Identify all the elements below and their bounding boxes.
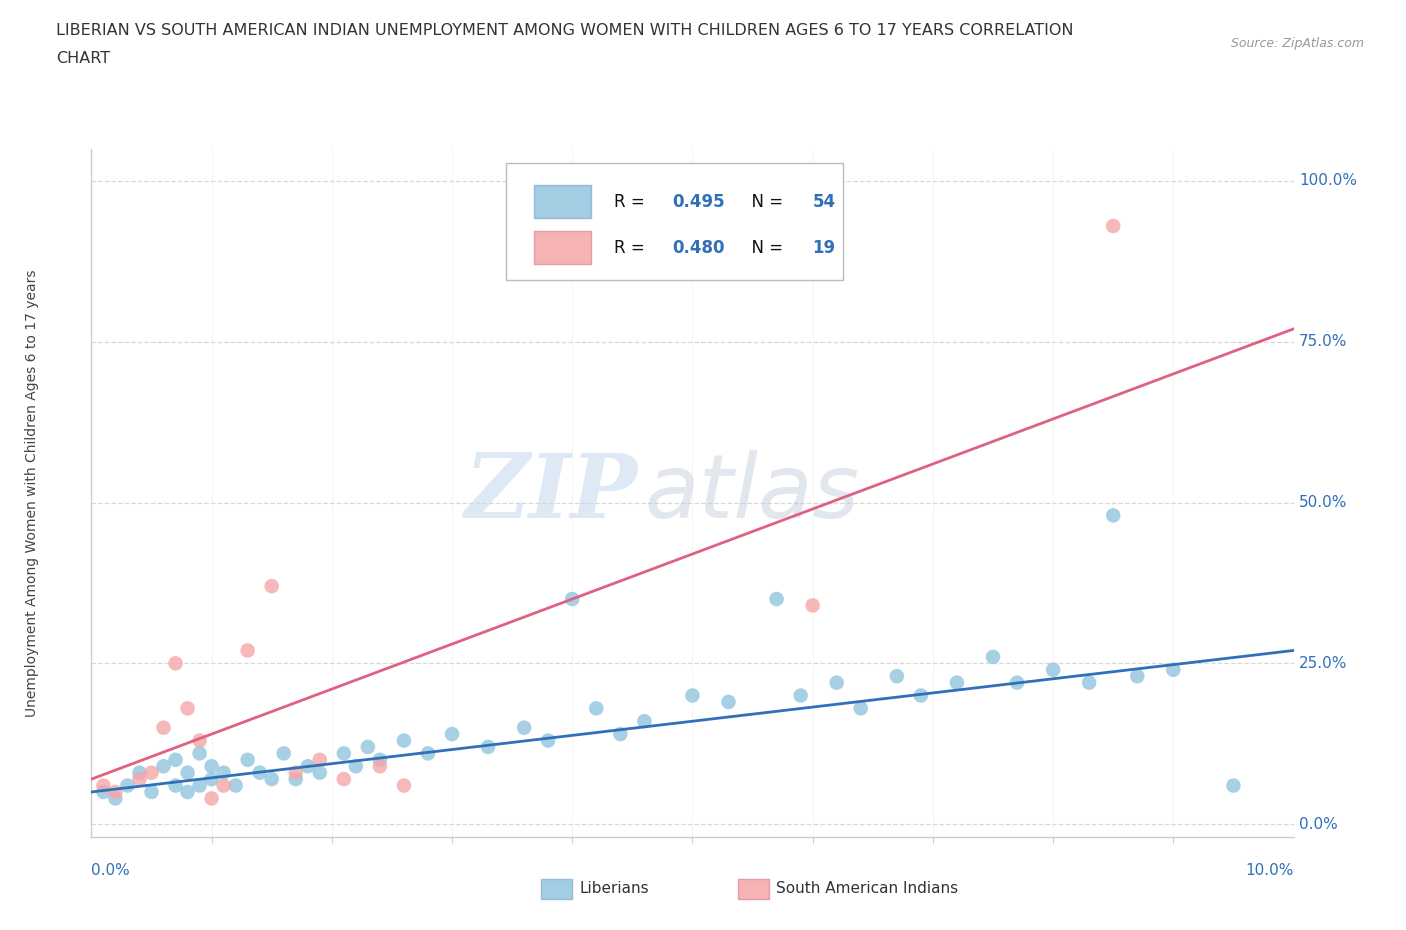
- Point: [765, 591, 787, 606]
- Point: [188, 733, 211, 748]
- Point: [260, 578, 283, 593]
- Point: [176, 765, 198, 780]
- Point: [165, 656, 187, 671]
- Text: 54: 54: [813, 193, 835, 211]
- Text: Unemployment Among Women with Children Ages 6 to 17 years: Unemployment Among Women with Children A…: [25, 269, 39, 717]
- Point: [357, 739, 380, 754]
- Point: [886, 669, 908, 684]
- Point: [176, 701, 198, 716]
- Point: [104, 785, 127, 800]
- Point: [825, 675, 848, 690]
- Point: [152, 720, 174, 735]
- Point: [284, 772, 307, 787]
- Point: [392, 733, 415, 748]
- FancyBboxPatch shape: [506, 163, 842, 280]
- Point: [128, 765, 150, 780]
- Point: [910, 688, 932, 703]
- Point: [1102, 508, 1125, 523]
- Text: Source: ZipAtlas.com: Source: ZipAtlas.com: [1230, 37, 1364, 50]
- Point: [201, 759, 224, 774]
- Point: [308, 765, 330, 780]
- Text: ZIP: ZIP: [465, 449, 638, 537]
- FancyBboxPatch shape: [534, 232, 592, 264]
- Point: [392, 778, 415, 793]
- Point: [344, 759, 367, 774]
- Point: [333, 772, 356, 787]
- Point: [165, 778, 187, 793]
- Point: [1126, 669, 1149, 684]
- Point: [561, 591, 583, 606]
- Point: [946, 675, 969, 690]
- Point: [308, 752, 330, 767]
- Text: N =: N =: [741, 193, 787, 211]
- Point: [225, 778, 247, 793]
- Point: [1042, 662, 1064, 677]
- Point: [633, 714, 655, 729]
- Point: [152, 759, 174, 774]
- Point: [93, 785, 115, 800]
- Text: 0.0%: 0.0%: [91, 863, 131, 878]
- Point: [1222, 778, 1244, 793]
- Point: [128, 772, 150, 787]
- Point: [440, 726, 463, 741]
- Point: [260, 772, 283, 787]
- Point: [585, 701, 607, 716]
- Point: [104, 791, 127, 806]
- Point: [188, 778, 211, 793]
- Point: [1078, 675, 1101, 690]
- Point: [117, 778, 139, 793]
- Point: [212, 778, 235, 793]
- Point: [981, 649, 1004, 664]
- Point: [273, 746, 295, 761]
- Point: [789, 688, 811, 703]
- Text: R =: R =: [614, 193, 651, 211]
- Text: 0.495: 0.495: [672, 193, 724, 211]
- Point: [212, 765, 235, 780]
- Text: CHART: CHART: [56, 51, 110, 66]
- Point: [201, 791, 224, 806]
- Point: [801, 598, 824, 613]
- Text: LIBERIAN VS SOUTH AMERICAN INDIAN UNEMPLOYMENT AMONG WOMEN WITH CHILDREN AGES 6 : LIBERIAN VS SOUTH AMERICAN INDIAN UNEMPL…: [56, 23, 1074, 38]
- Text: 50.0%: 50.0%: [1299, 495, 1347, 510]
- Point: [681, 688, 703, 703]
- Point: [849, 701, 872, 716]
- Point: [236, 643, 259, 658]
- Point: [333, 746, 356, 761]
- Point: [141, 765, 163, 780]
- Point: [141, 785, 163, 800]
- Point: [717, 695, 740, 710]
- Point: [416, 746, 439, 761]
- FancyBboxPatch shape: [534, 185, 592, 219]
- Point: [201, 772, 224, 787]
- Point: [513, 720, 536, 735]
- Point: [176, 785, 198, 800]
- Text: 75.0%: 75.0%: [1299, 334, 1347, 350]
- Text: Liberians: Liberians: [579, 881, 650, 896]
- Point: [1161, 662, 1184, 677]
- Point: [537, 733, 560, 748]
- Text: 100.0%: 100.0%: [1299, 174, 1357, 189]
- Point: [1102, 219, 1125, 233]
- Point: [188, 746, 211, 761]
- Point: [609, 726, 631, 741]
- Point: [284, 765, 307, 780]
- Text: atlas: atlas: [644, 450, 859, 536]
- Point: [93, 778, 115, 793]
- Point: [368, 752, 391, 767]
- Text: 25.0%: 25.0%: [1299, 656, 1347, 671]
- Point: [249, 765, 271, 780]
- Point: [368, 759, 391, 774]
- Text: R =: R =: [614, 239, 651, 257]
- Point: [236, 752, 259, 767]
- Point: [165, 752, 187, 767]
- Text: 0.0%: 0.0%: [1299, 817, 1339, 831]
- Point: [1005, 675, 1028, 690]
- Point: [297, 759, 319, 774]
- Text: 10.0%: 10.0%: [1246, 863, 1294, 878]
- Text: South American Indians: South American Indians: [776, 881, 959, 896]
- Text: N =: N =: [741, 239, 787, 257]
- Point: [477, 739, 499, 754]
- Text: 0.480: 0.480: [672, 239, 724, 257]
- Text: 19: 19: [813, 239, 835, 257]
